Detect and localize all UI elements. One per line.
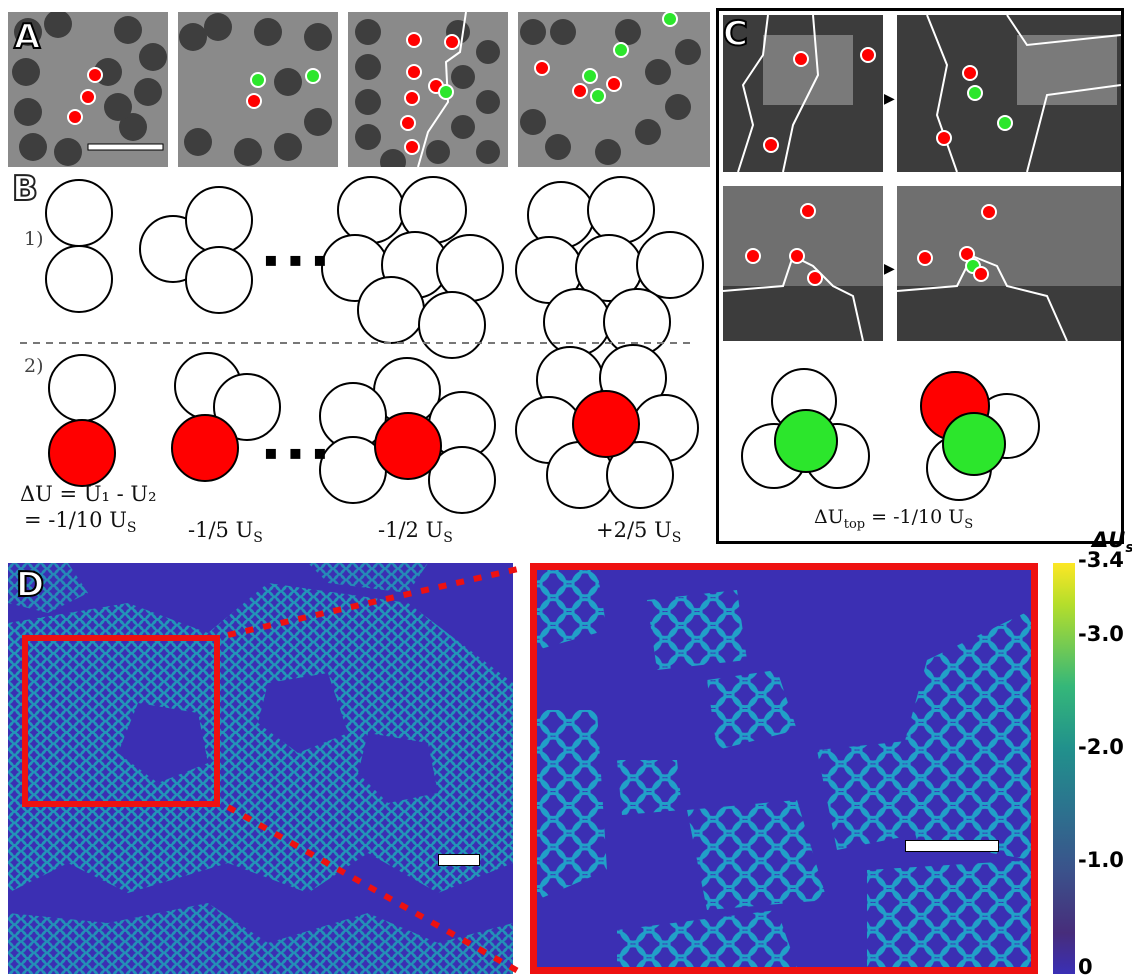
micrograph-a4 <box>518 12 710 167</box>
energy-third: -1/2 US <box>378 518 453 547</box>
particle-green <box>774 409 838 473</box>
micrograph-a2 <box>178 12 338 167</box>
row-2-label: 2) <box>24 355 44 377</box>
particle-red <box>572 390 640 458</box>
particle-white <box>45 245 113 313</box>
micrograph-c1-image <box>723 15 883 172</box>
panel-label-a: A <box>13 17 41 57</box>
colorbar-tick: -2.0 <box>1078 735 1124 759</box>
energy-first-line1: ΔU = U₁ - U₂ <box>20 482 157 506</box>
micrograph-a4-image <box>518 12 710 167</box>
micrograph-c3 <box>723 186 883 341</box>
energy-second: -1/5 US <box>188 518 263 547</box>
energy-map-full <box>8 563 513 974</box>
cluster-diagram-c <box>741 368 1040 501</box>
particle-green <box>942 412 1006 476</box>
particle-white <box>185 246 253 314</box>
micrograph-c2 <box>897 15 1121 172</box>
scale-bar-zoom <box>905 840 999 852</box>
arrow-icon: ▶ <box>884 261 895 277</box>
arrow-icon: ▶ <box>884 91 895 107</box>
panel-c: ▶ ▶ ΔUtop = - <box>716 8 1124 544</box>
micrograph-c2-image <box>897 15 1121 172</box>
micrograph-c4 <box>897 186 1121 341</box>
energy-map-full-image <box>8 563 513 974</box>
micrograph-c4-image <box>897 186 1121 341</box>
colorbar-tick: 0 <box>1078 955 1093 979</box>
energy-map-zoom-image <box>537 570 1031 967</box>
micrograph-a1-image <box>8 12 168 167</box>
zoom-region-box <box>22 635 220 807</box>
colorbar-tick: -3.0 <box>1078 622 1124 646</box>
cluster-diagram <box>20 176 704 514</box>
energy-first-line2: = -1/10 US <box>24 508 137 537</box>
micrograph-a3-image <box>348 12 508 167</box>
panel-label-c: C <box>722 14 749 54</box>
particle-white <box>45 179 113 247</box>
particle-red <box>171 414 239 482</box>
micrograph-a3 <box>348 12 508 167</box>
energy-map-zoom <box>530 563 1038 974</box>
row-1-label: 1) <box>24 228 44 250</box>
ellipsis-row2: ▪ ▪ ▪ <box>264 440 329 464</box>
panel-label-d: D <box>15 565 45 605</box>
micrograph-a2-image <box>178 12 338 167</box>
colorbar-tick: -3.4 <box>1078 548 1124 572</box>
ellipsis-row1: ▪ ▪ ▪ <box>264 247 329 271</box>
energy-fourth: +2/5 US <box>596 518 682 547</box>
particle-red <box>374 412 442 480</box>
colorbar-title: ΔUs <box>1092 528 1132 556</box>
micrograph-c3-image <box>723 186 883 341</box>
colorbar-tick: -1.0 <box>1078 848 1124 872</box>
particle-red <box>48 419 116 487</box>
energy-panel-c: ΔUtop = -1/10 US <box>814 506 974 532</box>
micrograph-a1 <box>8 12 168 167</box>
scale-bar <box>438 854 480 866</box>
micrograph-c1 <box>723 15 883 172</box>
zoom-connector-lines <box>226 566 520 974</box>
particle-white <box>185 186 253 254</box>
colorbar <box>1053 563 1075 974</box>
panel-label-b: B <box>11 169 39 209</box>
